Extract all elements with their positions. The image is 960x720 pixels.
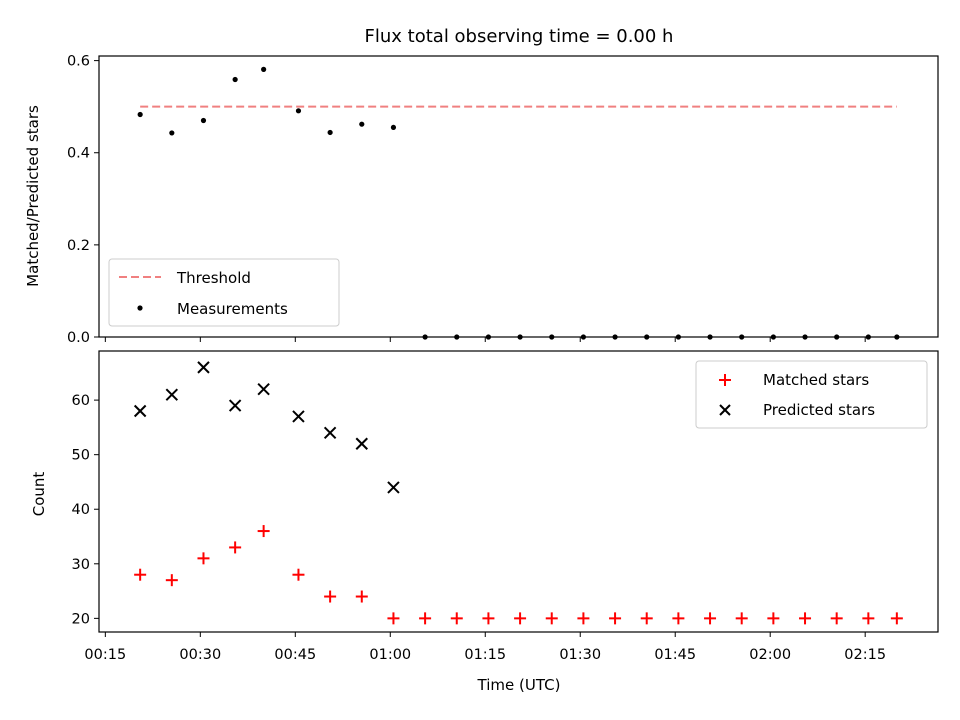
top-plot-frame (98, 55, 939, 338)
predicted-star-stroke-b (323, 426, 337, 440)
top-legend-box (108, 258, 340, 327)
bottom-plot-frame (98, 350, 939, 633)
matched-star-point (450, 612, 463, 625)
predicted-star-point (257, 382, 270, 396)
matched-star-point (165, 574, 178, 587)
legend-predicted-label: Predicted stars (763, 401, 875, 419)
measurement-point (295, 108, 302, 114)
predicted-star-point (165, 388, 179, 401)
bottom-y-tick-label: 50 (72, 448, 90, 464)
measurement-point (232, 76, 238, 83)
matched-star-point (514, 612, 527, 625)
top-y-axis-label: Matched/Predicted stars (24, 105, 42, 287)
bottom-panel: Count Time (UTC) 20 30 40 50 60 00:15 00:30 00… (30, 350, 939, 694)
bottom-y-tick-label: 20 (72, 611, 90, 627)
bottom-legend: Matched stars Predicted stars (695, 360, 928, 429)
matched-star-point (387, 612, 400, 625)
measurement-point (359, 121, 365, 127)
matched-star-point (355, 590, 368, 603)
predicted-star-stroke-b (133, 404, 147, 418)
matched-star-point (324, 590, 337, 603)
predicted-star-point (228, 399, 242, 412)
predicted-star-stroke-b (165, 388, 179, 401)
top-panel: Flux total observing time = 0.00 h Match… (24, 26, 939, 346)
predicted-star-stroke-b (197, 361, 210, 374)
legend-measurements-swatch (137, 305, 143, 311)
predicted-star-stroke-b (292, 410, 305, 423)
measurement-point (261, 66, 267, 72)
legend-matched-label: Matched stars (763, 371, 869, 389)
matched-star-point (640, 612, 653, 625)
top-y-tick-label: 0.0 (67, 330, 90, 346)
measurement-point (200, 117, 207, 124)
predicted-star-point (292, 410, 305, 423)
matched-star-point (545, 612, 558, 625)
x-tick-label: 02:15 (844, 647, 886, 663)
x-tick-label: 01:15 (464, 647, 506, 663)
legend-predicted-swatch (719, 404, 731, 416)
x-tick-label: 00:45 (274, 647, 316, 663)
predicted-star-stroke-b (387, 481, 400, 494)
bottom-y-tick-label: 30 (72, 557, 90, 573)
measurement-point (390, 124, 397, 131)
matched-star-point (672, 612, 685, 625)
matched-star-point (799, 612, 812, 625)
predicted-star-point (355, 437, 368, 450)
matched-star-point (767, 612, 780, 625)
matched-star-point (482, 612, 495, 625)
predicted-star-stroke-b (228, 399, 242, 412)
predicted-star-point (133, 404, 147, 418)
top-y-tick-label: 0.2 (67, 238, 90, 254)
bottom-y-axis-label: Count (30, 472, 48, 517)
predicted-star-stroke-b (355, 437, 368, 450)
legend-measurements-label: Measurements (177, 300, 288, 318)
matched-star-point (577, 612, 590, 625)
matched-star-point (704, 612, 717, 625)
matched-star-point (257, 525, 270, 538)
bottom-y-tick-label: 60 (72, 393, 90, 409)
bottom-y-tick-label: 40 (72, 502, 90, 518)
matched-star-point (890, 612, 903, 625)
top-y-tick-label: 0.6 (67, 54, 90, 70)
x-tick-label: 01:00 (369, 647, 411, 663)
matched-star-point (229, 541, 242, 554)
x-tick-label: 02:00 (749, 647, 791, 663)
matched-star-point (735, 612, 748, 625)
measurement-point (327, 129, 333, 136)
x-tick-label: 01:45 (654, 647, 696, 663)
x-tick-label: 01:30 (559, 647, 601, 663)
matched-star-point (862, 612, 875, 625)
predicted-star-stroke-b (257, 382, 270, 396)
predicted-star-point (197, 361, 210, 374)
bottom-legend-box (695, 360, 928, 429)
matched-star-point (292, 568, 305, 581)
matched-star-point (134, 568, 147, 581)
matched-star-point (419, 612, 432, 625)
matched-star-point (609, 612, 622, 625)
measurement-point (169, 130, 175, 136)
matched-star-point (830, 612, 843, 625)
chart-title: Flux total observing time = 0.00 h (365, 26, 674, 47)
top-legend: Threshold Measurements (108, 258, 340, 327)
x-tick-label: 00:15 (84, 647, 126, 663)
legend-threshold-label: Threshold (176, 269, 251, 287)
x-tick-label: 00:30 (179, 647, 221, 663)
top-y-tick-label: 0.4 (67, 146, 90, 162)
x-axis-label: Time (UTC) (477, 676, 561, 694)
predicted-star-point (387, 481, 400, 494)
measurement-point (137, 111, 143, 118)
legend-matched-swatch (719, 374, 731, 386)
predicted-star-point (323, 426, 337, 440)
matched-star-point (197, 552, 210, 565)
